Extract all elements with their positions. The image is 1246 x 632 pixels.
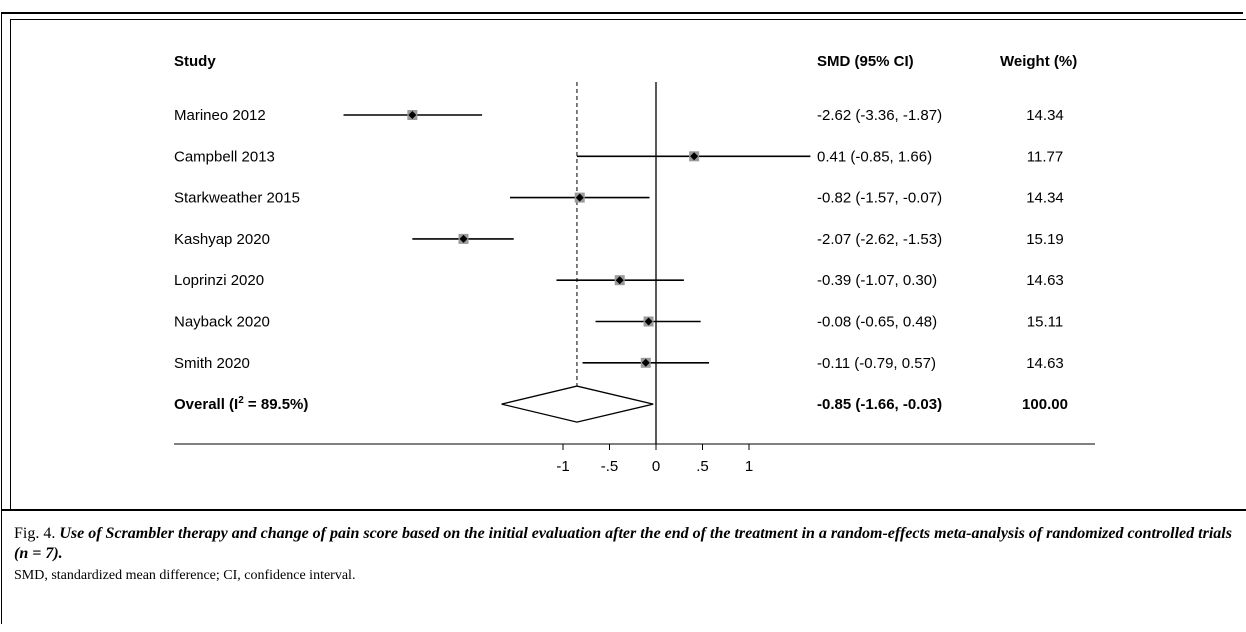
study-weight: 14.34 <box>1026 190 1064 207</box>
figure-caption: Fig. 4. Use of Scrambler therapy and cha… <box>14 524 1234 564</box>
caption-divider <box>1 509 1246 511</box>
study-weight: 14.63 <box>1026 355 1064 372</box>
header-estimate: SMD (95% CI) <box>817 53 914 70</box>
study-weight: 15.11 <box>1027 314 1063 331</box>
abbreviation-note: SMD, standardized mean difference; CI, c… <box>14 568 356 583</box>
x-tick-label: 1 <box>745 458 753 475</box>
study-name: Loprinzi 2020 <box>174 272 264 289</box>
plot-panel <box>10 19 1246 509</box>
study-ci-text: -0.11 (-0.79, 0.57) <box>817 355 936 372</box>
point-estimate <box>641 358 650 367</box>
overall-label: Overall (I2 = 89.5%) <box>174 395 308 413</box>
study-name: Starkweather 2015 <box>174 190 300 207</box>
study-weight: 14.34 <box>1026 107 1064 124</box>
header-study: Study <box>174 53 216 70</box>
study-name: Nayback 2020 <box>174 314 270 331</box>
study-name: Kashyap 2020 <box>174 231 270 248</box>
study-weight: 11.77 <box>1027 148 1063 165</box>
study-weight: 14.63 <box>1026 272 1064 289</box>
point-estimate <box>690 152 699 161</box>
study-name: Marineo 2012 <box>174 107 266 124</box>
x-tick-label: .5 <box>696 458 709 475</box>
figure-title: Use of Scrambler therapy and change of p… <box>14 525 1232 562</box>
study-ci-text: -2.07 (-2.62, -1.53) <box>817 231 942 248</box>
overall-ci-text: -0.85 (-1.66, -0.03) <box>817 396 942 413</box>
study-weight: 15.19 <box>1026 231 1064 248</box>
point-estimate <box>644 317 653 326</box>
study-name: Campbell 2013 <box>174 148 275 165</box>
study-ci-text: -0.82 (-1.57, -0.07) <box>817 190 942 207</box>
study-ci-text: -0.39 (-1.07, 0.30) <box>817 272 937 289</box>
point-estimate <box>615 276 624 285</box>
study-ci-text: 0.41 (-0.85, 1.66) <box>817 148 932 165</box>
point-estimate <box>459 234 468 243</box>
overall-weight: 100.00 <box>1022 396 1068 413</box>
point-estimate <box>575 193 584 202</box>
point-estimate <box>408 111 417 119</box>
forest-plot: Study SMD (95% CI) Weight (%) Marineo 20… <box>174 53 1095 475</box>
figure-frame <box>1 12 1243 624</box>
x-tick-label: 0 <box>652 458 660 475</box>
study-ci-text: -0.08 (-0.65, 0.48) <box>817 314 937 331</box>
x-tick-label: -1 <box>556 458 569 475</box>
overall-diamond <box>501 385 654 423</box>
figure-label: Fig. 4. <box>14 525 56 542</box>
study-name: Smith 2020 <box>174 355 250 372</box>
header-weight: Weight (%) <box>1000 53 1077 70</box>
x-tick-label: -.5 <box>601 458 619 475</box>
study-ci-text: -2.62 (-3.36, -1.87) <box>817 107 942 124</box>
